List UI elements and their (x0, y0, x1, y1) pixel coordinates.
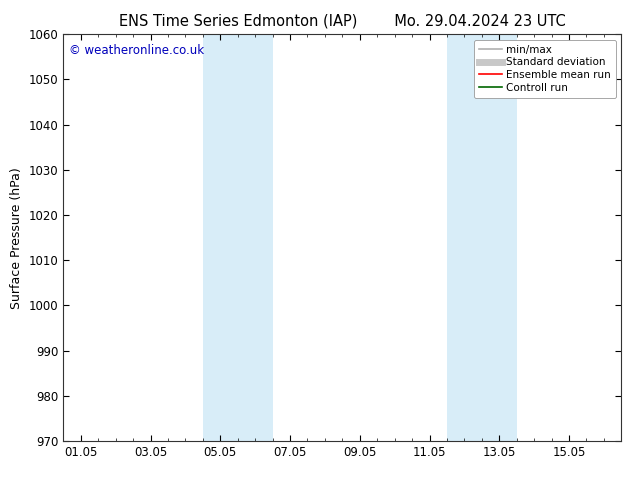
Text: © weatheronline.co.uk: © weatheronline.co.uk (69, 45, 204, 57)
Legend: min/max, Standard deviation, Ensemble mean run, Controll run: min/max, Standard deviation, Ensemble me… (474, 40, 616, 98)
Bar (447, 34, 517, 441)
Title: ENS Time Series Edmonton (IAP)        Mo. 29.04.2024 23 UTC: ENS Time Series Edmonton (IAP) Mo. 29.04… (119, 14, 566, 29)
Bar (203, 34, 273, 441)
Y-axis label: Surface Pressure (hPa): Surface Pressure (hPa) (10, 167, 23, 309)
